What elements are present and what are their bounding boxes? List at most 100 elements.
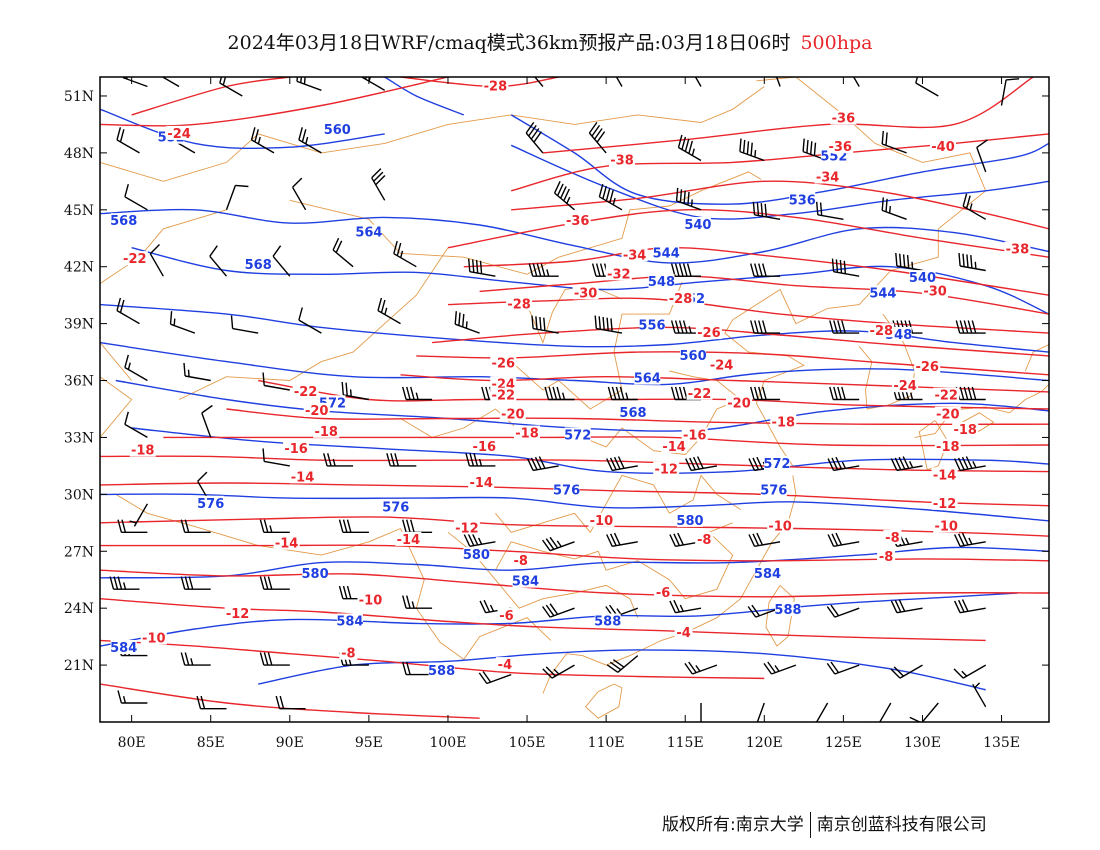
temperature-contour-label-bg <box>273 535 300 550</box>
wind-barb <box>298 307 322 334</box>
temperature-contour-label: -20 <box>305 404 329 419</box>
wind-barb <box>881 197 907 220</box>
temperature-contour-label: -20 <box>727 396 751 411</box>
temperature-contour-label-bg <box>930 139 956 154</box>
temperature-contour-label-bg <box>708 357 735 372</box>
boundary-line <box>584 683 623 719</box>
x-tick-label: 120E <box>746 735 783 751</box>
x-tick-label: 115E <box>667 735 704 751</box>
x-tick-label: 95E <box>355 735 383 751</box>
wind-barb <box>259 652 290 666</box>
wind-barb <box>371 168 386 201</box>
wind-barb <box>829 320 860 334</box>
height-contour-label-bg <box>869 285 896 300</box>
wind-barb <box>953 456 986 472</box>
wind-barb <box>606 456 638 472</box>
height-contour-label: 552 <box>820 150 847 165</box>
height-contour-label: 576 <box>197 497 224 512</box>
temperature-contour-label-bg <box>490 387 517 402</box>
height-contour-label-bg <box>324 122 351 137</box>
height-contour-label-bg <box>760 482 787 497</box>
height-contour-line <box>510 114 1049 205</box>
temperature-contour-label-bg <box>767 518 794 533</box>
temperature-contour-label: -18 <box>953 423 977 438</box>
wind-barb <box>323 453 354 467</box>
x-tick-label: 125E <box>825 735 862 751</box>
wind-barb <box>109 576 140 590</box>
temperature-contour-label-bg <box>931 467 958 482</box>
temperature-contour-label-bg <box>770 414 797 429</box>
temperature-contour-label: -10 <box>359 594 383 609</box>
wind-barb <box>129 503 149 527</box>
boundary-line <box>495 522 734 600</box>
temperature-contour-label: -14 <box>291 470 315 485</box>
temperature-contour-label: -16 <box>683 429 707 444</box>
temperature-contour-label-bg <box>830 110 857 125</box>
wind-barb <box>531 315 559 334</box>
temperature-contour-label: -26 <box>697 326 721 341</box>
height-contour-label-bg <box>775 602 801 617</box>
temperature-contour-label-bg <box>814 169 841 184</box>
wind-barb <box>180 519 211 533</box>
height-contour-label: 568 <box>245 258 272 273</box>
height-contour-label-bg <box>594 613 621 628</box>
wind-barb <box>393 240 417 268</box>
temperature-contour-label: -22 <box>934 389 958 404</box>
temperature-contour-label: -22 <box>688 387 712 402</box>
temperature-contour-label: -12 <box>933 497 957 512</box>
wind-barb <box>895 252 923 272</box>
boundary-line <box>400 528 552 661</box>
height-contour-label: 564 <box>634 372 661 387</box>
wind-barb <box>196 695 227 710</box>
height-contour-label-bg <box>245 256 272 271</box>
height-contour-label: 584 <box>512 575 539 590</box>
temperature-contour-label-bg <box>572 285 599 300</box>
temperature-contour-label: -22 <box>123 252 147 267</box>
temperature-contour-label: -8 <box>697 533 711 548</box>
boundary-line <box>100 376 133 438</box>
temperature-contour-label: -26 <box>492 357 516 372</box>
wind-barb <box>958 252 986 272</box>
height-contour-label-bg <box>110 213 137 228</box>
temperature-contour-label: -10 <box>768 520 792 535</box>
wind-barb <box>361 77 386 91</box>
wind-barb <box>675 187 702 211</box>
title-main: 2024年03月18日WRF/cmaq模式36km预报产品:03月18日06时 <box>227 32 791 54</box>
wind-barb <box>180 652 211 666</box>
wind-barb <box>750 320 781 334</box>
height-contour-label-bg <box>302 566 329 580</box>
temperature-contour-label-bg <box>952 421 979 436</box>
height-contour-label: 540 <box>909 271 936 286</box>
temperature-contour-label-bg <box>283 440 310 455</box>
wind-barb <box>338 585 369 600</box>
wind-barb <box>953 532 986 547</box>
wind-barb <box>262 372 290 391</box>
wind-barb <box>275 695 306 710</box>
temperature-contour-label-bg <box>224 605 251 620</box>
temperature-contour-label: -20 <box>501 408 525 423</box>
boundary-line <box>1024 344 1049 372</box>
temperature-contour-label: -40 <box>931 140 955 155</box>
boundary-line <box>100 86 765 182</box>
temperature-contour-label-bg <box>471 438 498 453</box>
temperature-contour-label-bg <box>877 549 896 563</box>
y-tick-label: 27N <box>64 544 94 560</box>
temperature-contour-line <box>100 544 1049 562</box>
temperature-contour-label-bg <box>681 427 708 442</box>
temperature-contour-label-bg <box>892 378 919 393</box>
wind-barb <box>953 664 987 679</box>
x-tick-label: 110E <box>588 735 625 751</box>
y-tick-label: 36N <box>64 374 94 390</box>
temperature-contour-label: -12 <box>654 463 678 478</box>
wind-barb <box>525 121 544 154</box>
wind-barb <box>262 448 290 467</box>
temperature-contour-label-bg <box>292 383 319 398</box>
temperature-contour-label-bg <box>303 402 330 417</box>
temperature-contour-label: -18 <box>314 425 338 440</box>
wind-barb <box>816 201 844 220</box>
height-contour-label: 564 <box>355 226 382 241</box>
wind-barb <box>116 297 140 325</box>
height-contour-label: 568 <box>110 214 137 229</box>
temperature-contour-label: -6 <box>499 609 513 624</box>
wind-barb <box>1000 78 1020 106</box>
